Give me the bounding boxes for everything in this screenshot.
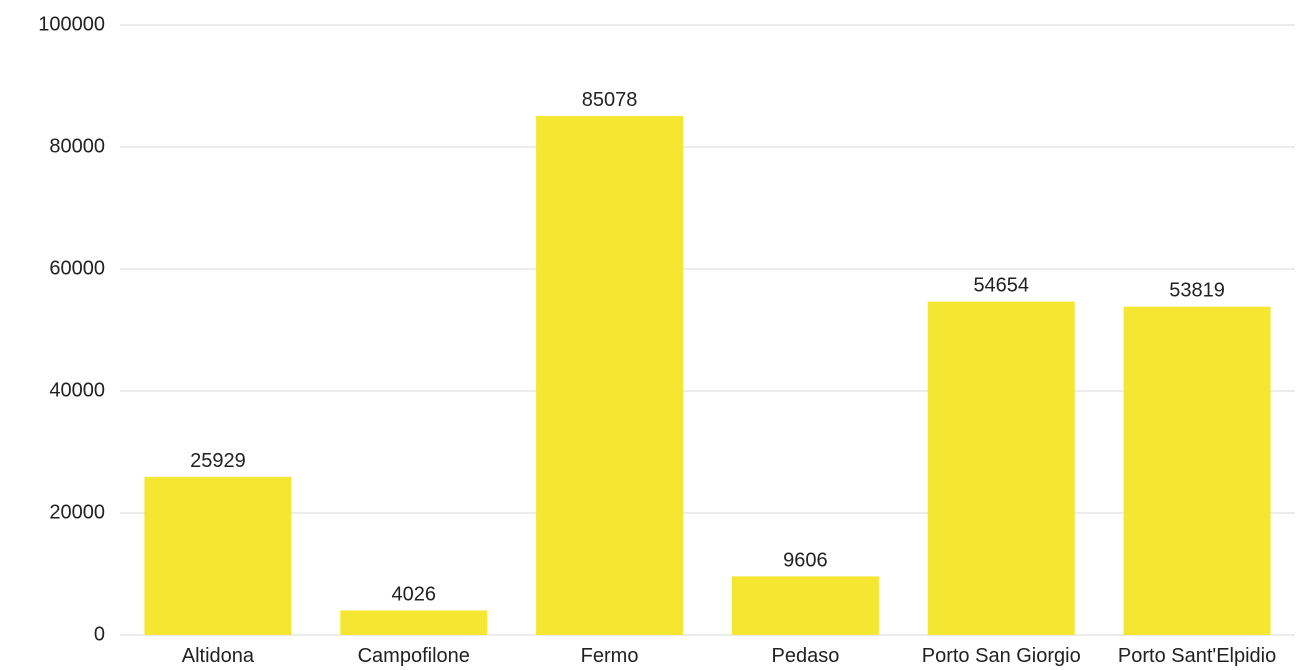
- x-category-label: Altidona: [182, 645, 255, 667]
- y-tick-label: 80000: [49, 135, 105, 157]
- data-label: 25929: [190, 450, 246, 472]
- y-tick-label: 40000: [49, 379, 105, 401]
- data-label: 54654: [973, 275, 1029, 297]
- y-tick-label: 0: [94, 623, 105, 645]
- data-label: 53819: [1169, 280, 1225, 302]
- x-category-label: Campofilone: [358, 645, 470, 667]
- data-labels: 25929 4026 85078 9606 54654 53819: [190, 89, 1225, 605]
- bars: [144, 116, 1271, 636]
- bar-porto-san-giorgio: [927, 301, 1075, 635]
- bar-pedaso: [731, 576, 879, 635]
- bar-porto-sant-elpidio: [1123, 306, 1271, 635]
- gridlines: [120, 24, 1295, 636]
- y-tick-label: 60000: [49, 257, 105, 279]
- x-axis-category-labels: Altidona Campofilone Fermo Pedaso Porto San …: [182, 645, 1276, 667]
- y-axis-tick-labels: 0 20000 40000 60000 80000 100000: [38, 13, 105, 645]
- data-label: 9606: [783, 549, 828, 571]
- bar-altidona: [144, 476, 292, 635]
- x-category-label: Fermo: [581, 645, 639, 667]
- x-category-label: Porto San Giorgio: [922, 645, 1081, 667]
- bar-fermo: [536, 116, 684, 636]
- y-tick-label: 100000: [38, 13, 105, 35]
- x-category-label: Pedaso: [771, 645, 839, 667]
- data-label: 85078: [582, 89, 638, 111]
- x-category-label: Porto Sant'Elpidio: [1118, 645, 1276, 667]
- y-tick-label: 20000: [49, 501, 105, 523]
- bar-campofilone: [340, 610, 488, 635]
- data-label: 4026: [392, 583, 437, 605]
